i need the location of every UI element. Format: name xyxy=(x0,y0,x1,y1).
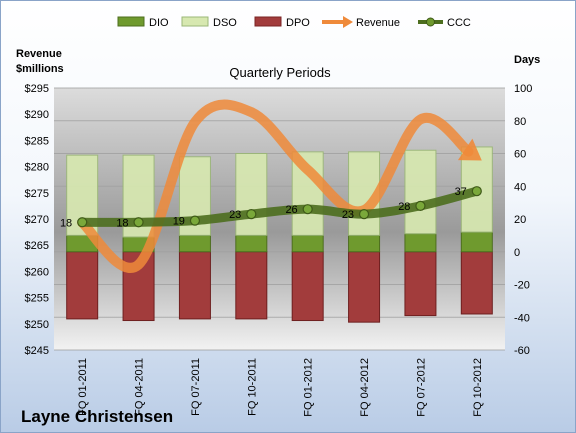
bar-dso xyxy=(404,149,437,235)
left-axis-tick-label: $260 xyxy=(25,266,49,278)
left-axis-tick-label: $265 xyxy=(25,240,49,252)
bar-dpo xyxy=(348,251,381,323)
right-axis-tick-label: 20 xyxy=(514,214,526,226)
x-axis-tick-label: FQ 10-2011 xyxy=(246,358,258,416)
x-axis-tick-label: FQ 07-2011 xyxy=(190,358,202,416)
left-axis-tick-label: $285 xyxy=(25,135,49,147)
ccc-point xyxy=(471,186,482,197)
legend-swatch-dpo xyxy=(254,16,282,27)
x-axis-tick-label: FQ 01-2011 xyxy=(77,358,89,416)
ccc-point xyxy=(246,208,257,220)
legend-swatch-dio xyxy=(117,16,145,27)
left-axis-tick-label: $250 xyxy=(25,319,49,331)
bars xyxy=(66,146,493,323)
chart-title: Quarterly Periods xyxy=(229,65,331,80)
x-axis-tick-label: FQ 01-2012 xyxy=(303,358,315,417)
right-axis-tick-label: 40 xyxy=(514,181,526,193)
legend-label-revenue: Revenue xyxy=(356,17,400,29)
bar-dpo xyxy=(178,251,211,320)
left-axis-tick-label: $280 xyxy=(25,162,49,174)
bar-dio xyxy=(178,234,211,253)
right-axis-title: Days xyxy=(514,54,540,66)
left-axis-tick-label: $275 xyxy=(25,188,49,200)
left-axis-tick-label: $290 xyxy=(25,109,49,121)
x-axis-tick-label: FQ 04-2012 xyxy=(359,358,371,417)
ccc-data-label: 19 xyxy=(173,216,185,228)
ccc-point xyxy=(77,217,88,228)
bar-dio xyxy=(291,234,324,253)
legend-swatch-dso xyxy=(181,16,209,27)
ccc-point xyxy=(302,204,313,215)
legend-label-dpo: DPO xyxy=(286,17,310,29)
legend-label-dio: DIO xyxy=(149,17,169,29)
left-axis-tick-label: $245 xyxy=(25,345,49,357)
ccc-point xyxy=(189,215,201,226)
revenue-line xyxy=(77,99,474,273)
right-axis-tick-label: -60 xyxy=(514,345,530,357)
axes: $295 $290 $285 $280 $275 $270 $265 $260 $255 $250… xyxy=(25,83,533,417)
legend-ccc-marker-icon xyxy=(426,17,435,27)
left-axis-tick-label: $255 xyxy=(25,293,49,305)
ccc-data-label: 23 xyxy=(229,209,241,221)
data-labels: 18 18 19 23 26 23 28 37 xyxy=(60,186,467,229)
legend: DIO DSO DPO Revenue CCC xyxy=(117,16,471,29)
x-axis-tick-label: FQ 04-2011 xyxy=(134,358,146,416)
ccc-point xyxy=(415,200,426,211)
right-axis-tick-label: 100 xyxy=(514,83,532,95)
bar-dpo xyxy=(460,251,493,315)
legend-label-ccc: CCC xyxy=(447,17,471,29)
legend-label-dso: DSO xyxy=(213,17,237,29)
bar-dio xyxy=(235,234,268,253)
ccc-data-label: 23 xyxy=(342,209,354,221)
bar-dio xyxy=(404,233,437,253)
right-axis-tick-label: 80 xyxy=(514,116,526,128)
right-axis-tick-label: -40 xyxy=(514,312,530,324)
ccc-data-label: 18 xyxy=(116,217,128,229)
x-axis-tick-label: FQ 10-2012 xyxy=(472,358,484,417)
ccc-point xyxy=(358,208,370,220)
legend-revenue-arrow-icon xyxy=(343,16,353,28)
left-axis-title-line1: Revenue xyxy=(16,48,62,60)
ccc-data-label: 26 xyxy=(285,204,297,216)
right-axis-tick-label: 60 xyxy=(514,149,526,161)
bar-dio xyxy=(460,231,493,253)
bar-dpo xyxy=(235,251,268,320)
bar-dpo xyxy=(404,251,437,317)
bar-dpo xyxy=(66,251,99,320)
x-axis-tick-label: FQ 07-2012 xyxy=(415,358,427,417)
ccc-point xyxy=(133,217,144,228)
author-name: Layne Christensen xyxy=(21,407,173,426)
right-axis-tick-label: 0 xyxy=(514,247,520,259)
bar-dpo xyxy=(291,251,324,322)
ccc-data-label: 28 xyxy=(398,201,410,213)
bar-dio xyxy=(348,234,381,253)
ccc-data-label: 18 xyxy=(60,217,72,229)
left-axis-tick-label: $270 xyxy=(25,214,49,226)
left-axis-tick-label: $295 xyxy=(25,83,49,95)
ccc-data-label: 37 xyxy=(455,186,467,198)
bar-dso xyxy=(235,153,268,236)
series-lines xyxy=(77,99,482,273)
revenue-arrowhead xyxy=(457,138,482,161)
left-axis-title-line2: $millions xyxy=(16,63,64,75)
right-axis-tick-label: -20 xyxy=(514,280,530,292)
